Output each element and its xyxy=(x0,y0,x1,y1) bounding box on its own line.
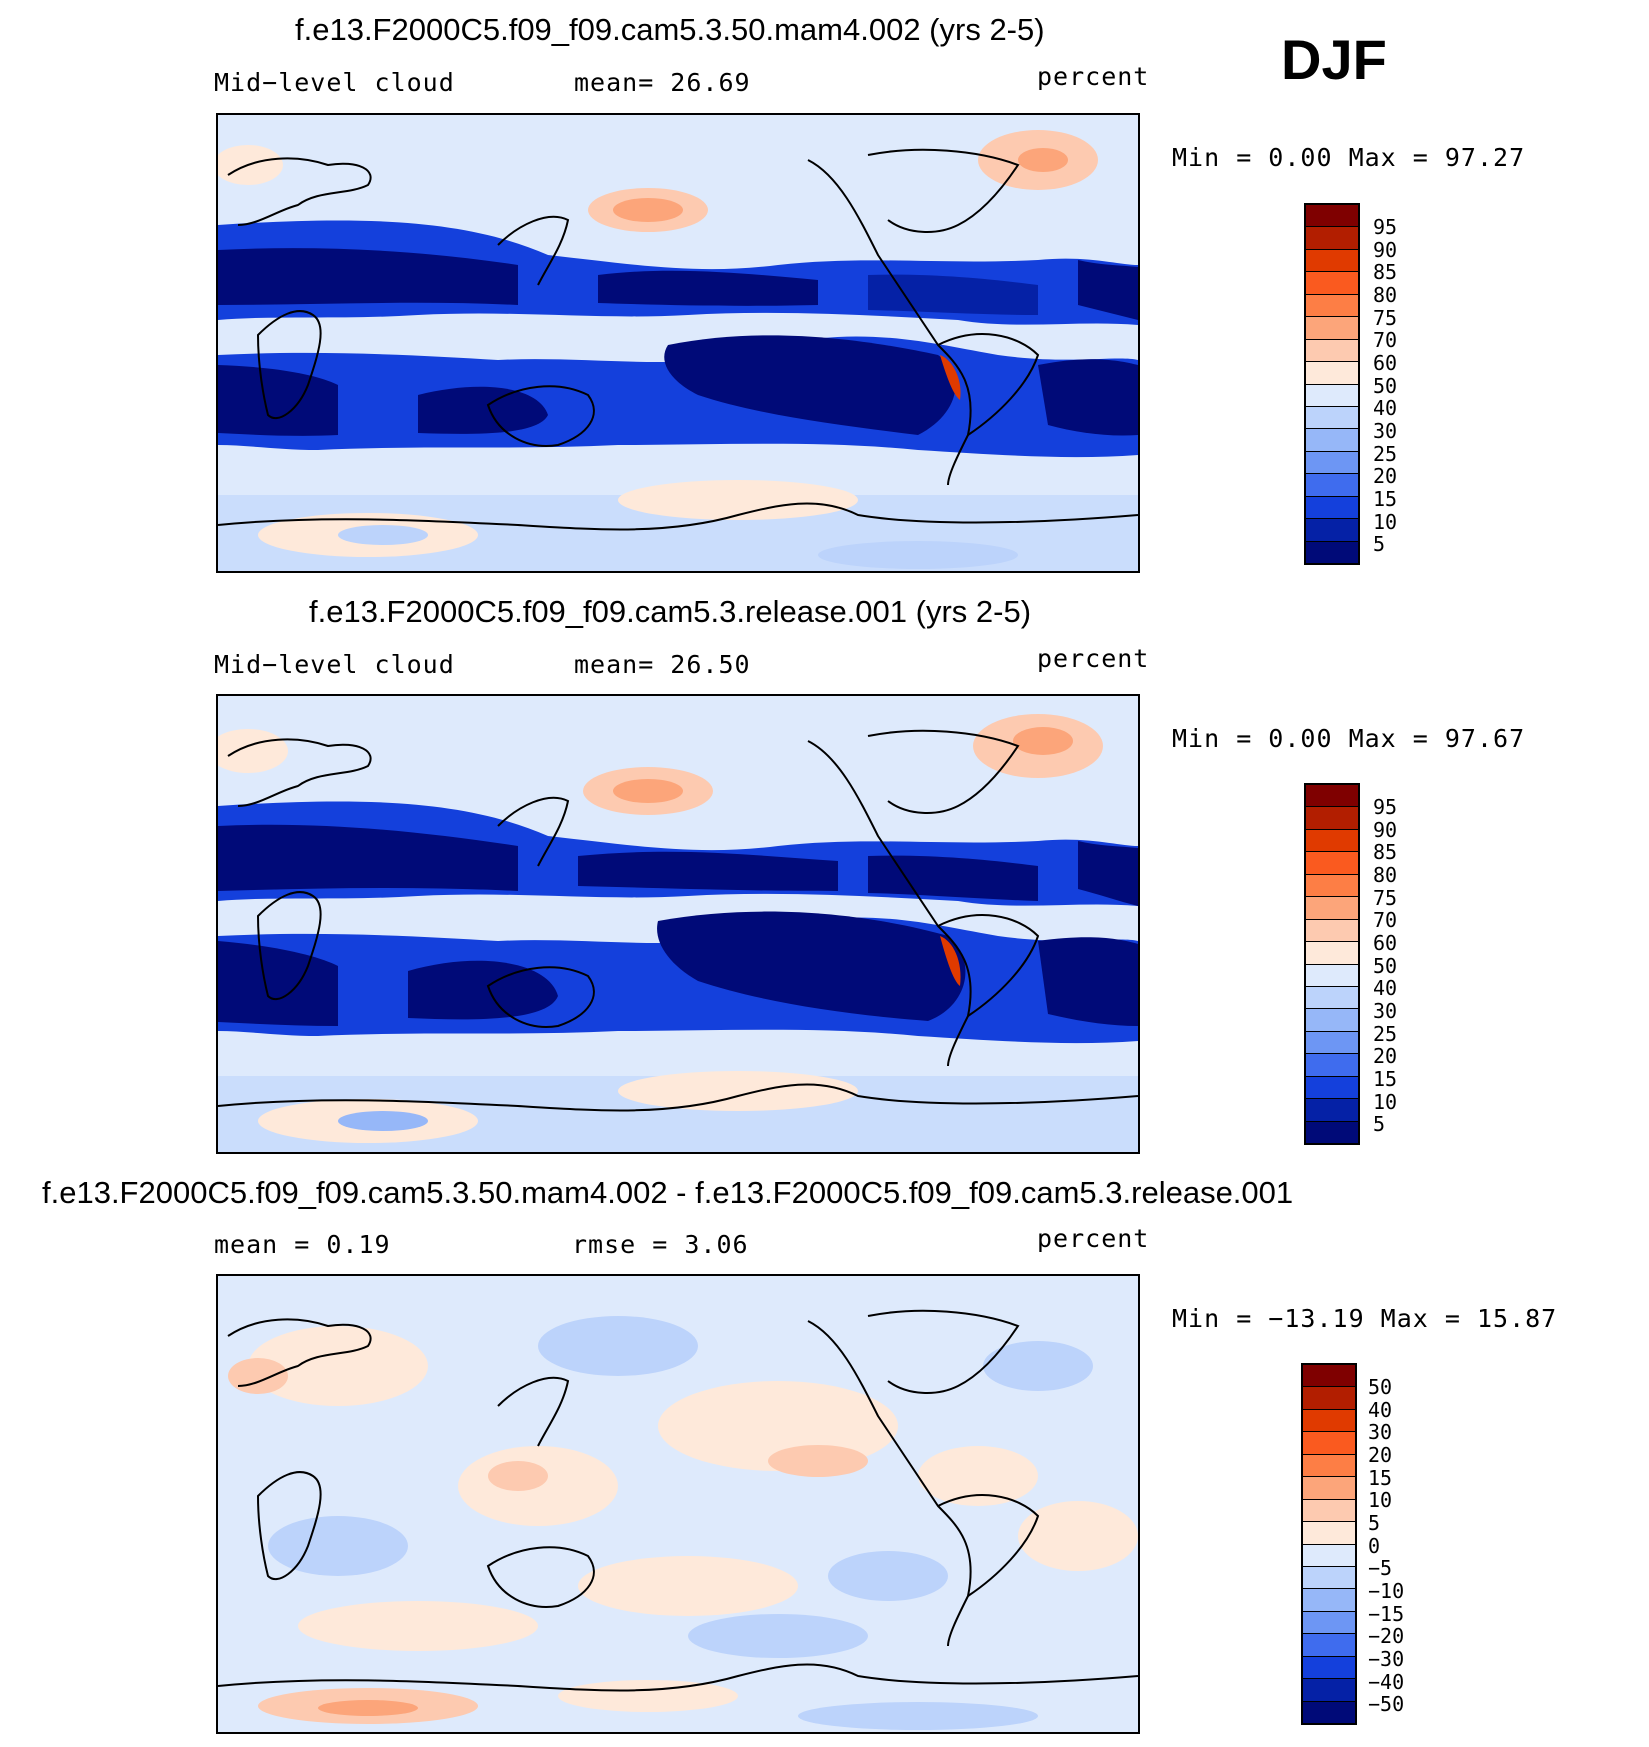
panel2-cbar-label: 95 xyxy=(1373,795,1398,819)
panel3-cbar-label: −20 xyxy=(1368,1624,1405,1648)
panel3-cbar-label: 10 xyxy=(1368,1488,1393,1512)
panel2-cbar-label: 85 xyxy=(1373,840,1398,864)
panel1-cbar-label: 95 xyxy=(1373,215,1398,239)
panel1-cbar-label: 15 xyxy=(1373,487,1398,511)
panel1-units-label: percent xyxy=(1037,62,1150,91)
panel3-cbar-label: 50 xyxy=(1368,1375,1393,1399)
panel3-title: f.e13.F2000C5.f09_f09.cam5.3.50.mam4.002… xyxy=(42,1175,1294,1210)
panel2-map-field xyxy=(218,696,1138,1152)
panel3-cbar-label: 5 xyxy=(1368,1511,1381,1535)
panel2-title: f.e13.F2000C5.f09_f09.cam5.3.release.001… xyxy=(309,594,1032,629)
panel3-cbar-label: −40 xyxy=(1368,1670,1405,1694)
panel2-cbar-label: 70 xyxy=(1373,908,1398,932)
panel3-units-label: percent xyxy=(1037,1224,1150,1253)
panel1-map-field xyxy=(218,115,1138,571)
panel2-cbar-label: 25 xyxy=(1373,1022,1398,1046)
panel2-cbar-label: 80 xyxy=(1373,863,1398,887)
panel1-cbar-label: 20 xyxy=(1373,464,1398,488)
panel1-cbar-label: 50 xyxy=(1373,374,1398,398)
panel3-cbar-label: 20 xyxy=(1368,1443,1393,1467)
panel2-cbar-label: 90 xyxy=(1373,818,1398,842)
panel3-cbar-label: −5 xyxy=(1368,1556,1393,1580)
panel1-cbar-label: 40 xyxy=(1373,396,1398,420)
panel3-colorbar xyxy=(1301,1363,1357,1725)
panel1-cbar-label: 5 xyxy=(1373,532,1386,556)
panel1-map xyxy=(216,113,1140,573)
panel3-cbar-label: −30 xyxy=(1368,1647,1405,1671)
panel3-cbar-label: 15 xyxy=(1368,1466,1393,1490)
panel3-map xyxy=(216,1274,1140,1734)
panel1-mean-label: mean= 26.69 xyxy=(574,68,751,97)
panel2-cbar-label: 50 xyxy=(1373,954,1398,978)
panel2-minmax-label: Min = 0.00 Max = 97.67 xyxy=(1172,724,1526,753)
panel3-cbar-label: −15 xyxy=(1368,1602,1405,1626)
panel3-cbar-label: −50 xyxy=(1368,1692,1405,1716)
panel1-cbar-label: 90 xyxy=(1373,238,1398,262)
panel3-minmax-label: Min = −13.19 Max = 15.87 xyxy=(1172,1304,1558,1333)
panel1-minmax-label: Min = 0.00 Max = 97.27 xyxy=(1172,143,1526,172)
panel1-cbar-label: 30 xyxy=(1373,419,1398,443)
panel2-cbar-label: 40 xyxy=(1373,976,1398,1000)
panel3-mean-label: mean = 0.19 xyxy=(214,1230,391,1259)
panel3-rmse-label: rmse = 3.06 xyxy=(572,1230,749,1259)
panel2-cbar-label: 20 xyxy=(1373,1044,1398,1068)
panel1-cbar-label: 10 xyxy=(1373,510,1398,534)
panel1-cbar-label: 80 xyxy=(1373,283,1398,307)
panel2-mean-label: mean= 26.50 xyxy=(574,650,751,679)
panel2-cbar-label: 10 xyxy=(1373,1090,1398,1114)
panel2-cbar-label: 60 xyxy=(1373,931,1398,955)
panel1-cbar-label: 85 xyxy=(1373,260,1398,284)
panel1-title: f.e13.F2000C5.f09_f09.cam5.3.50.mam4.002… xyxy=(295,12,1045,47)
panel1-cbar-label: 25 xyxy=(1373,442,1398,466)
panel1-cbar-label: 75 xyxy=(1373,306,1398,330)
season-label: DJF xyxy=(1281,28,1387,91)
panel2-map xyxy=(216,694,1140,1154)
panel3-cbar-label: 30 xyxy=(1368,1420,1393,1444)
panel2-units-label: percent xyxy=(1037,644,1150,673)
panel3-map-field xyxy=(218,1276,1138,1732)
panel1-variable-label: Mid−level cloud xyxy=(214,68,455,97)
panel2-cbar-label: 5 xyxy=(1373,1112,1386,1136)
panel1-cbar-label: 70 xyxy=(1373,328,1398,352)
panel2-cbar-label: 75 xyxy=(1373,886,1398,910)
panel2-colorbar xyxy=(1304,783,1360,1145)
panel1-cbar-label: 60 xyxy=(1373,351,1398,375)
panel3-cbar-label: 0 xyxy=(1368,1534,1381,1558)
panel1-colorbar xyxy=(1304,203,1360,565)
panel3-cbar-label: −10 xyxy=(1368,1579,1405,1603)
panel3-cbar-label: 40 xyxy=(1368,1398,1393,1422)
panel2-cbar-label: 15 xyxy=(1373,1067,1398,1091)
panel2-variable-label: Mid−level cloud xyxy=(214,650,455,679)
panel2-cbar-label: 30 xyxy=(1373,999,1398,1023)
